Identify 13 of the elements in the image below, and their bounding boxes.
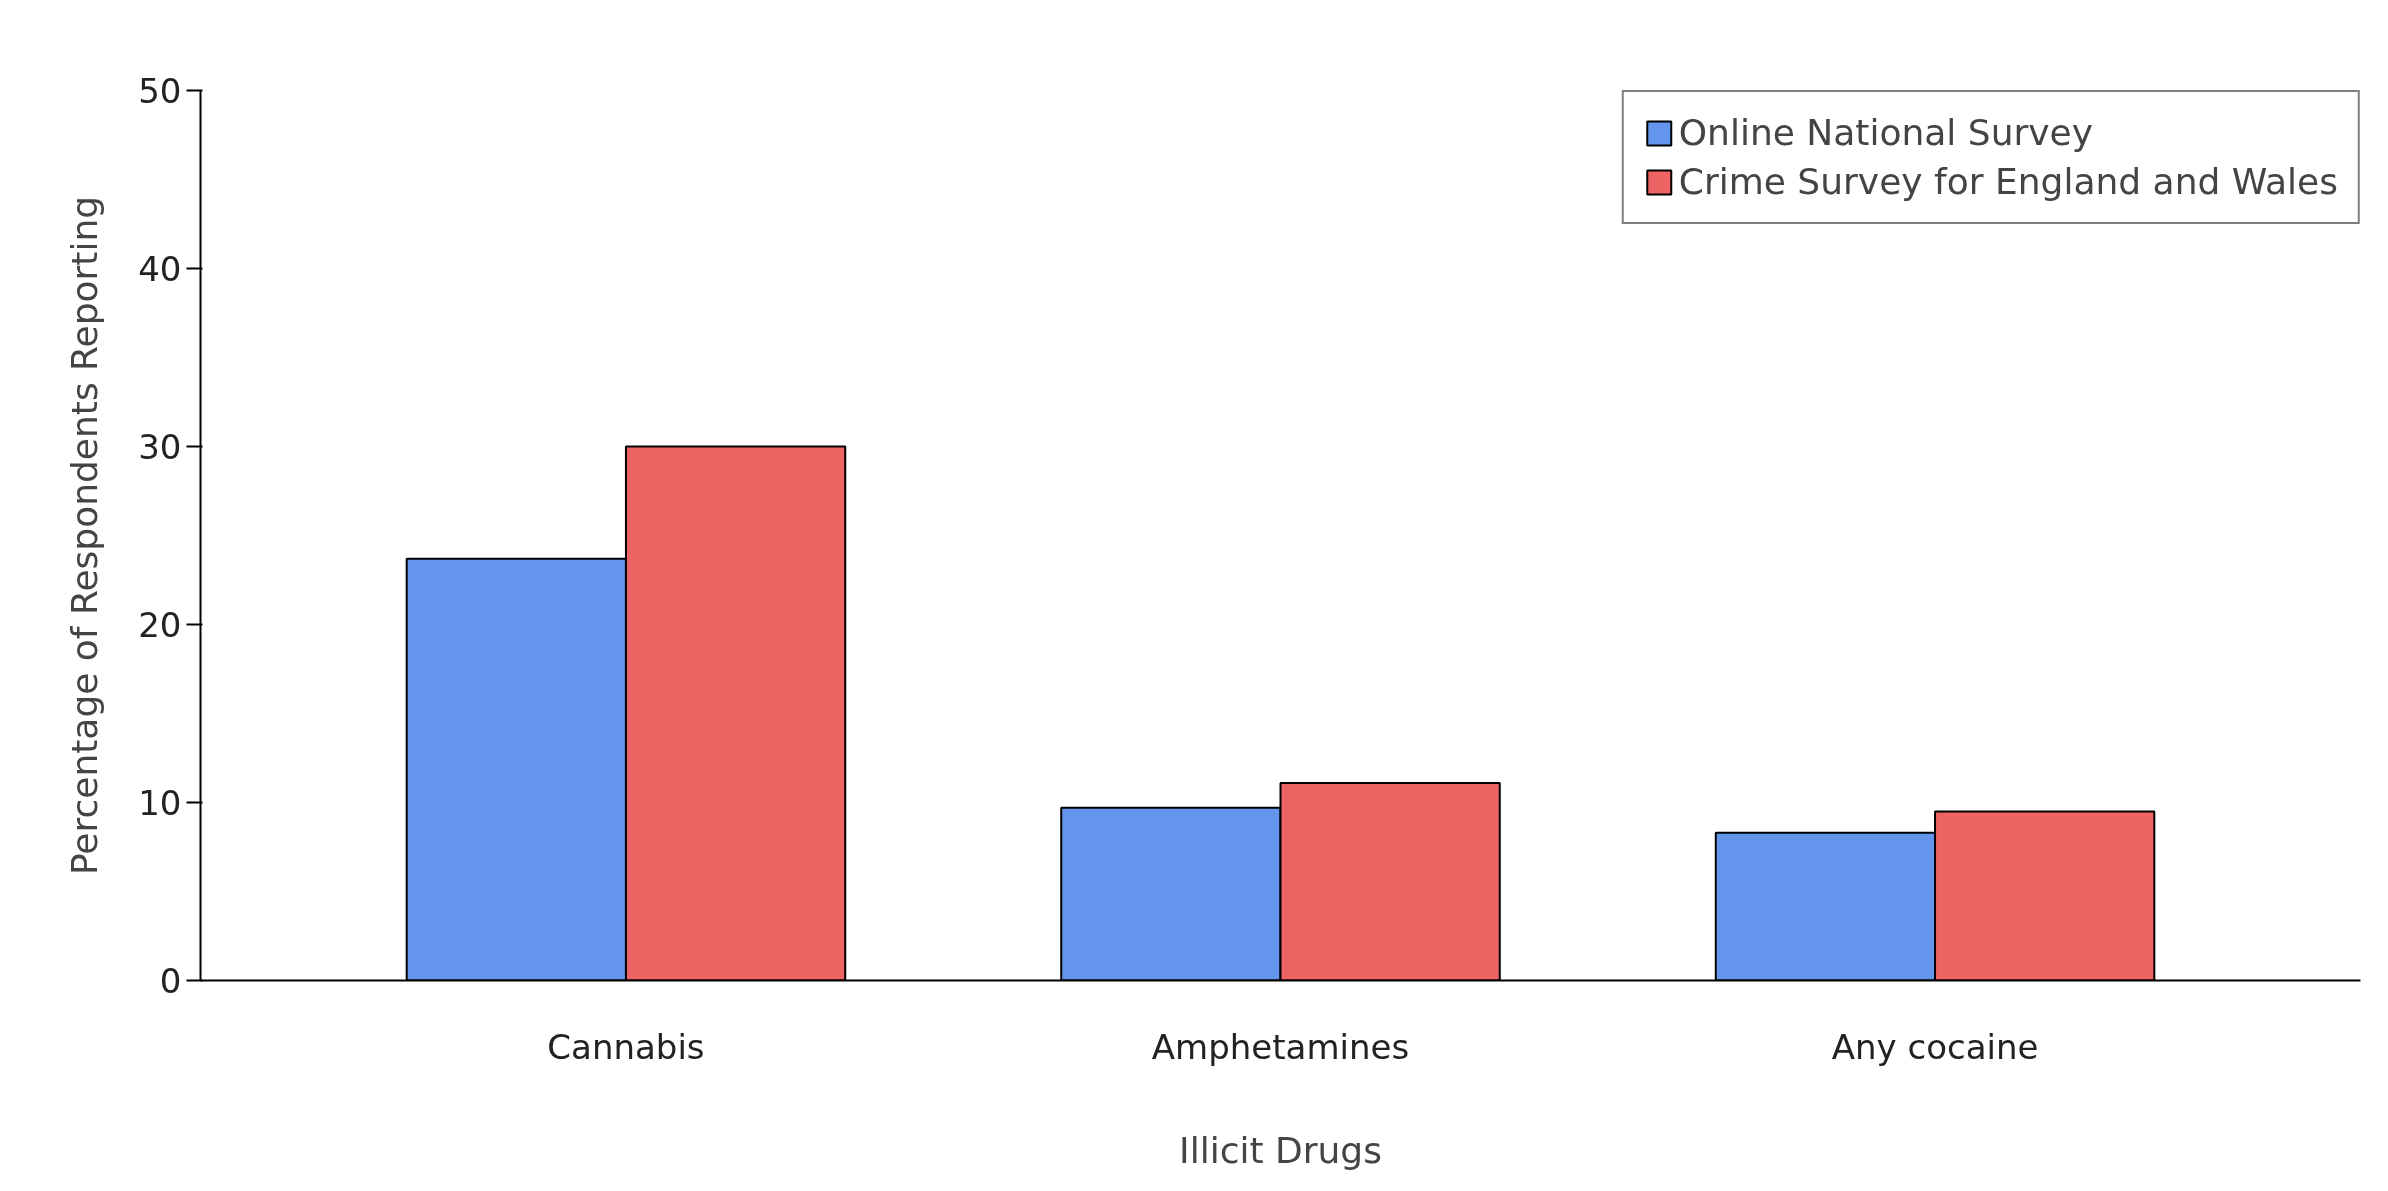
x-tick-label: Amphetamines: [1151, 1026, 1410, 1067]
y-tick-label: 50: [138, 71, 182, 111]
legend-label: Online National Survey: [1678, 112, 2094, 153]
y-axis-title: Percentage of Respondents Reporting: [64, 195, 106, 876]
y-tick-label: 10: [138, 783, 182, 823]
x-tick-label: Any cocaine: [1831, 1026, 2039, 1067]
y-tick-label: 40: [138, 249, 182, 289]
x-axis-title: Illicit Drugs: [1179, 1129, 1382, 1171]
y-tick-label: 0: [159, 961, 182, 1001]
y-tick-label: 20: [138, 605, 182, 645]
x-tick-label: Cannabis: [547, 1026, 705, 1067]
legend-label: Crime Survey for England and Wales: [1678, 161, 2338, 202]
y-tick-label: 30: [138, 427, 182, 467]
